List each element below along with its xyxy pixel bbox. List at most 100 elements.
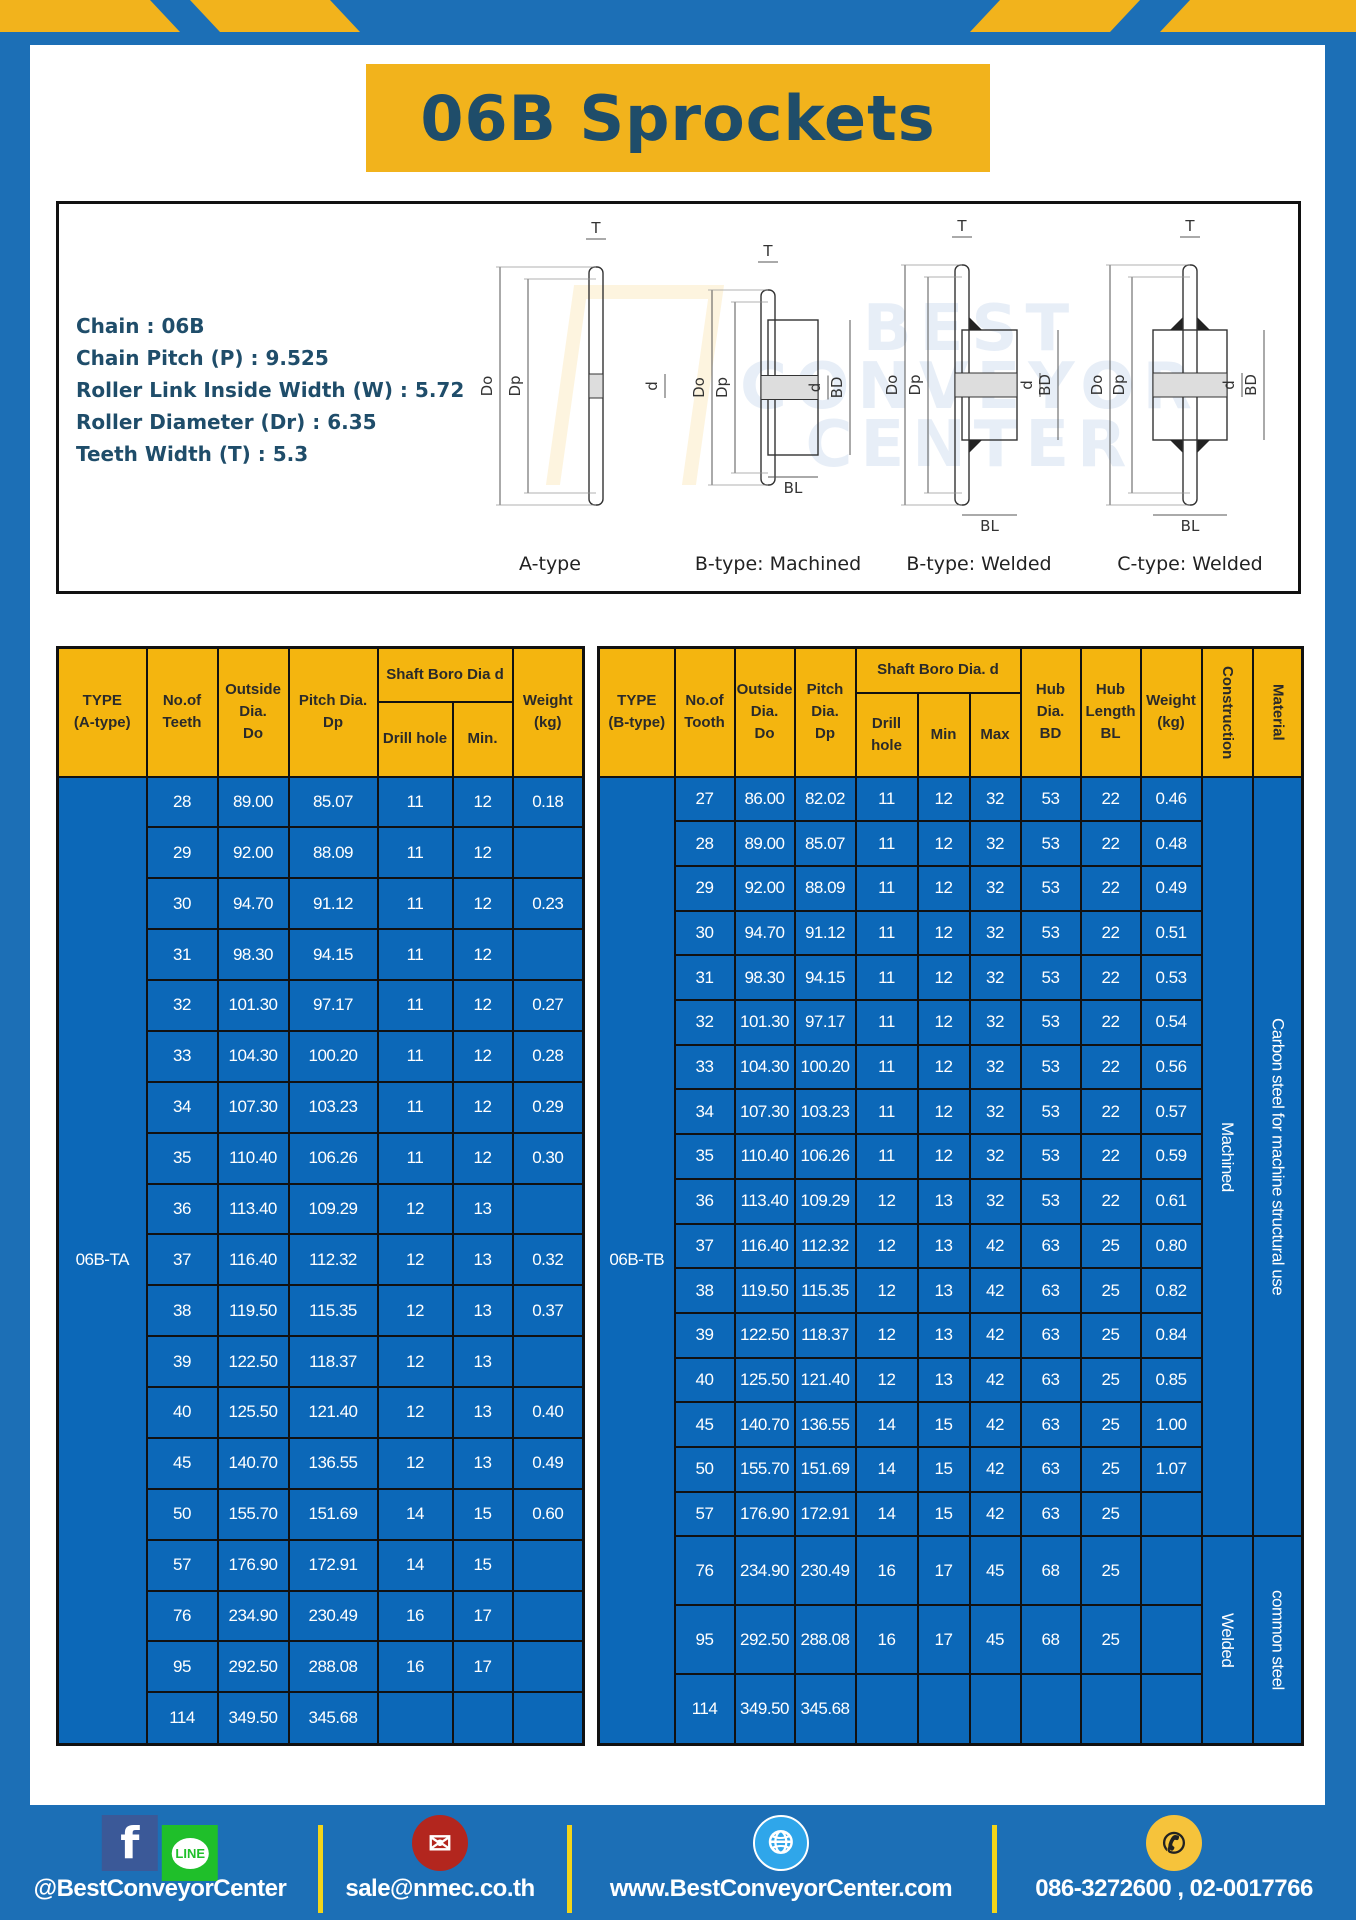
table-row: 06B-TA 28 89.00 85.07 11 12 0.18 [56, 775, 585, 1746]
table-cell: 17 [916, 1535, 971, 1607]
table-cell: 122.50 [216, 1335, 290, 1388]
table-cell: 12 [376, 1233, 454, 1287]
b-type-table: TYPE (B-type) No.of Tooth Outside Dia. Do Pitch… [597, 646, 1305, 1746]
table-cell: 12 [916, 954, 971, 1002]
table-cell: 32 [968, 1088, 1022, 1136]
header-weight: Weight (kg) [1139, 646, 1203, 778]
table-cell [511, 826, 585, 880]
table-cell [1079, 1672, 1142, 1746]
footer: f LINE @BestConveyorCenter ✉ sale@nmec.c… [0, 1805, 1356, 1920]
table-cell: 0.85 [1139, 1356, 1203, 1404]
table-cell: 288.08 [793, 1604, 857, 1675]
table-cell: 125.50 [733, 1356, 796, 1404]
table-cell [854, 1672, 919, 1746]
table-cell: 94.15 [793, 954, 857, 1002]
table-cell: 57 [673, 1490, 736, 1538]
table-cell: 76 [673, 1535, 736, 1607]
table-cell: 35 [145, 1131, 219, 1185]
spec-line: Roller Link Inside Width (W) : 5.72 [76, 378, 465, 402]
header-material: Material [1251, 646, 1304, 778]
table-cell: 151.69 [287, 1487, 379, 1541]
table-cell: 1.07 [1139, 1446, 1203, 1493]
table-row: 37 116.40 112.32 12 13 42 63 25 0.80 [599, 1222, 1303, 1270]
table-cell: 31 [673, 954, 736, 1002]
table-cell: 12 [916, 820, 971, 867]
type-cell: 06B-TA [56, 775, 148, 1746]
table-cell: 103.23 [793, 1088, 857, 1136]
table-cell: 14 [854, 1401, 919, 1449]
table-cell: 97.17 [793, 999, 857, 1046]
website-link[interactable]: www.BestConveyorCenter.com [609, 1875, 953, 1902]
table-cell: 33 [673, 1043, 736, 1091]
table-cell: 45 [673, 1401, 736, 1449]
email-link[interactable]: sale@nmec.co.th [345, 1875, 535, 1902]
table-cell: 12 [451, 928, 514, 981]
table-cell: 234.90 [216, 1589, 290, 1643]
table-row: 36 113.40 109.29 12 13 32 53 22 0.61 [599, 1177, 1303, 1225]
table-cell: 107.30 [216, 1080, 290, 1134]
spec-label: Roller Diameter (Dr) [76, 410, 306, 434]
table-cell: 42 [968, 1311, 1022, 1359]
table-cell: 0.60 [511, 1487, 585, 1541]
table-cell: 29 [145, 826, 219, 880]
table-cell: 13 [916, 1177, 971, 1225]
table-cell: 95 [673, 1604, 736, 1675]
table-cell: 13 [916, 1267, 971, 1314]
table-cell: 109.29 [287, 1182, 379, 1236]
table-cell: 12 [376, 1335, 454, 1388]
spec-label: Chain [76, 314, 140, 338]
table-cell [511, 1691, 585, 1746]
phone-numbers[interactable]: 086-3272600 , 02-0017766 [1035, 1875, 1313, 1902]
table-cell: 12 [376, 1436, 454, 1490]
table-cell: 155.70 [216, 1487, 290, 1541]
table-row: 40 125.50 121.40 12 13 42 63 25 0.85 [599, 1356, 1303, 1404]
phone-icon[interactable]: ✆ [1146, 1815, 1202, 1871]
social-handle[interactable]: @BestConveyorCenter [33, 1875, 287, 1902]
table-cell: 32 [673, 999, 736, 1046]
email-icon[interactable]: ✉ [412, 1815, 468, 1871]
table-cell: 53 [1019, 1088, 1082, 1136]
table-cell: 0.40 [511, 1386, 585, 1439]
table-cell: 39 [673, 1311, 736, 1359]
table-cell: 349.50 [216, 1691, 290, 1746]
table-cell: 118.37 [793, 1311, 857, 1359]
table-row: 50 155.70 151.69 14 15 0.60 [58, 1487, 585, 1541]
table-cell: 172.91 [287, 1538, 379, 1592]
table-cell: 0.18 [511, 775, 585, 829]
table-cell: 22 [1079, 1043, 1142, 1091]
header-text: Outside [225, 681, 281, 699]
line-icon[interactable]: LINE [162, 1825, 219, 1881]
globe-icon[interactable]: 🌐︎ [753, 1815, 809, 1871]
table-cell: 42 [968, 1356, 1022, 1404]
table-cell: 50 [673, 1446, 736, 1493]
header-text: Hub [1035, 681, 1066, 699]
table-cell: 42 [968, 1401, 1022, 1449]
table-row: 36 113.40 109.29 12 13 [58, 1182, 585, 1236]
header-outside-dia: Outside Dia. Do [733, 646, 796, 778]
table-row: 34 107.30 103.23 11 12 32 53 22 0.57 [599, 1088, 1303, 1136]
header-text: Dia. [811, 703, 839, 721]
table-cell: 12 [916, 775, 971, 823]
spec-box [56, 201, 1301, 594]
table-cell: 110.40 [733, 1133, 796, 1180]
table-row: 39 122.50 118.37 12 13 [58, 1335, 585, 1388]
table-cell: 94.70 [216, 877, 290, 931]
table-cell: 33 [145, 1029, 219, 1083]
table-cell: 38 [673, 1267, 736, 1314]
header-hub-length: Hub Length BL [1079, 646, 1142, 778]
table-cell: 53 [1019, 1043, 1082, 1091]
table-cell: 172.91 [793, 1490, 857, 1538]
facebook-icon[interactable]: f [101, 1815, 158, 1871]
header-teeth: No.of Tooth [673, 646, 736, 778]
header-text: Pitch [806, 681, 844, 699]
table-cell: 42 [968, 1490, 1022, 1538]
table-cell: 0.51 [1139, 909, 1203, 957]
table-cell: 32 [968, 1133, 1022, 1180]
table-cell: 13 [916, 1222, 971, 1270]
table-row: 37 116.40 112.32 12 13 0.32 [58, 1233, 585, 1287]
header-text: BL [1100, 725, 1121, 743]
table-cell: 12 [916, 1088, 971, 1136]
table-cell: 12 [451, 1029, 514, 1083]
header-text: (B-type) [608, 714, 666, 732]
table-cell: 22 [1079, 1177, 1142, 1225]
